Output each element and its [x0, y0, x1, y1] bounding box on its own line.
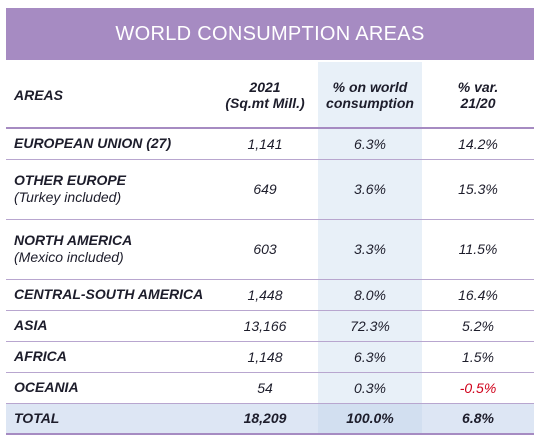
area-name: NORTH AMERICA	[14, 232, 133, 248]
consumption-table: AREAS 2021 (Sq.mt Mill.) % on world cons…	[6, 62, 534, 435]
row-share: 72.3%	[318, 310, 422, 342]
row-value: 603	[212, 219, 318, 280]
row-value: 649	[212, 159, 318, 220]
table-row: CENTRAL-SOUTH AMERICA 1,448 8.0% 16.4%	[6, 279, 534, 311]
row-share: 0.3%	[318, 372, 422, 404]
row-variation: 15.3%	[422, 159, 534, 220]
table-row: AFRICA 1,148 6.3% 1.5%	[6, 341, 534, 373]
row-area: CENTRAL-SOUTH AMERICA	[6, 279, 212, 311]
area-name: CENTRAL-SOUTH AMERICA	[14, 286, 204, 302]
row-variation: 14.2%	[422, 128, 534, 160]
row-variation-negative: -0.5%	[422, 372, 534, 404]
total-variation: 6.8%	[422, 403, 534, 435]
table-row: OCEANIA 54 0.3% -0.5%	[6, 372, 534, 404]
col-header-2021-line2: (Sq.mt Mill.)	[225, 94, 305, 111]
total-label: TOTAL	[6, 403, 212, 435]
table-row: OTHER EUROPE (Turkey included) 649 3.6% …	[6, 159, 534, 220]
table-row: NORTH AMERICA (Mexico included) 603 3.3%…	[6, 219, 534, 280]
row-variation: 1.5%	[422, 341, 534, 373]
row-area: EUROPEAN UNION (27)	[6, 128, 212, 160]
col-header-variation-line1: % var.	[457, 78, 499, 95]
area-name: OCEANIA	[14, 379, 79, 395]
col-header-share-line2: consumption	[326, 94, 414, 111]
row-area: NORTH AMERICA (Mexico included)	[6, 219, 212, 280]
table-row: ASIA 13,166 72.3% 5.2%	[6, 310, 534, 342]
row-share: 3.6%	[318, 159, 422, 220]
row-area: ASIA	[6, 310, 212, 342]
col-header-share-line1: % on world	[332, 78, 408, 95]
col-header-2021-line1: 2021	[249, 78, 281, 95]
row-value: 1,148	[212, 341, 318, 373]
row-share: 6.3%	[318, 128, 422, 160]
col-header-variation: % var. 21/20	[422, 62, 534, 129]
row-share: 3.3%	[318, 219, 422, 280]
row-value: 1,141	[212, 128, 318, 160]
row-area: AFRICA	[6, 341, 212, 373]
total-share: 100.0%	[318, 403, 422, 435]
area-name: OTHER EUROPE	[14, 172, 127, 188]
row-variation: 11.5%	[422, 219, 534, 280]
area-note: (Turkey included)	[14, 189, 122, 205]
row-share: 8.0%	[318, 279, 422, 311]
col-header-share: % on world consumption	[318, 62, 422, 129]
header-row: AREAS 2021 (Sq.mt Mill.) % on world cons…	[6, 62, 534, 129]
row-share: 6.3%	[318, 341, 422, 373]
area-name: AFRICA	[14, 348, 67, 364]
col-header-variation-line2: 21/20	[460, 94, 496, 111]
row-value: 54	[212, 372, 318, 404]
table-title: WORLD CONSUMPTION AREAS	[6, 8, 534, 60]
row-value: 13,166	[212, 310, 318, 342]
total-row: TOTAL 18,209 100.0% 6.8%	[6, 403, 534, 435]
row-value: 1,448	[212, 279, 318, 311]
row-variation: 16.4%	[422, 279, 534, 311]
col-header-2021: 2021 (Sq.mt Mill.)	[212, 62, 318, 129]
total-value: 18,209	[212, 403, 318, 435]
row-area: OTHER EUROPE (Turkey included)	[6, 159, 212, 220]
area-note: (Mexico included)	[14, 249, 124, 265]
col-header-areas: AREAS	[6, 62, 212, 129]
row-variation: 5.2%	[422, 310, 534, 342]
area-name: EUROPEAN UNION (27)	[14, 135, 172, 152]
table-row: EUROPEAN UNION (27) 1,141 6.3% 14.2%	[6, 128, 534, 160]
row-area: OCEANIA	[6, 372, 212, 404]
area-name: ASIA	[14, 317, 48, 333]
